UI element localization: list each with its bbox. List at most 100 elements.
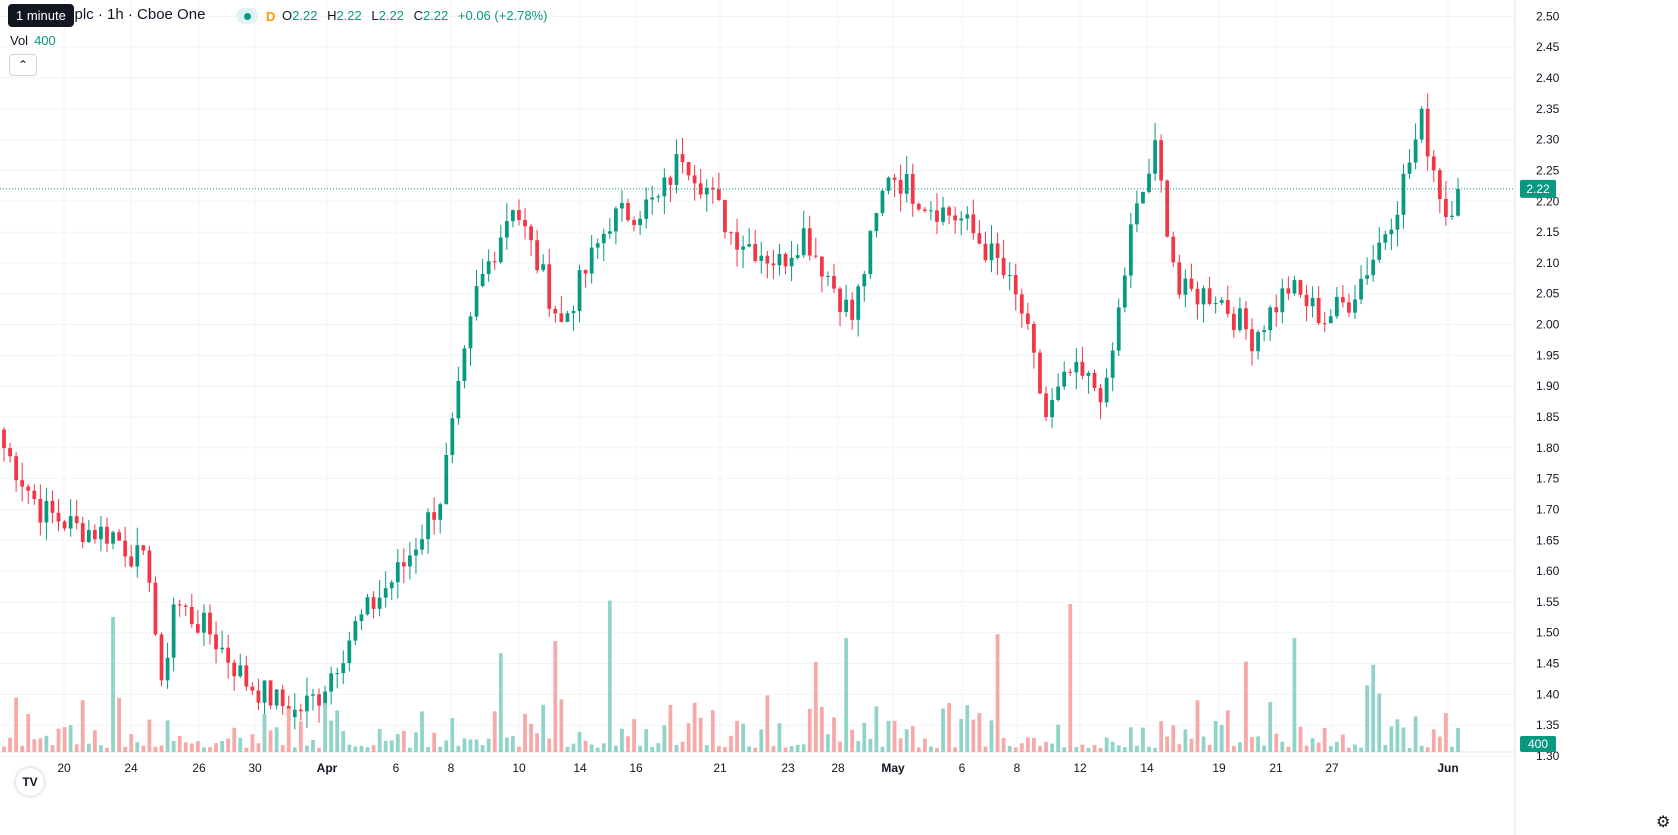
volume-bar: [1396, 719, 1400, 752]
volume-bar: [784, 748, 788, 752]
candle-body: [1305, 295, 1309, 306]
volume-bar: [432, 733, 436, 752]
volume-bar: [123, 747, 127, 752]
volume-value: 400: [34, 33, 56, 48]
candle-body: [414, 550, 418, 556]
candle-body: [220, 648, 224, 649]
candle-body: [1232, 314, 1236, 330]
volume-bar: [354, 747, 358, 752]
volume-bar: [1377, 694, 1381, 752]
candle-body: [1396, 215, 1400, 230]
x-tick-label: 20: [57, 761, 71, 775]
volume-bar: [541, 705, 545, 752]
volume-bar: [711, 710, 715, 752]
volume-bar: [1177, 744, 1181, 752]
candle-body: [111, 532, 115, 543]
candle-body: [1286, 288, 1290, 293]
volume-bar: [1026, 737, 1030, 752]
y-tick-label: 2.40: [1536, 71, 1560, 85]
volume-bar: [366, 747, 370, 752]
volume-bar: [347, 745, 351, 752]
candle-body: [1244, 308, 1248, 329]
candle-body: [790, 258, 794, 267]
candle-body: [475, 286, 479, 316]
y-tick-label: 1.55: [1536, 595, 1560, 609]
candle-body: [535, 240, 539, 270]
volume-bar: [699, 718, 703, 752]
candle-body: [1268, 307, 1272, 330]
x-tick-label: 19: [1212, 761, 1226, 775]
candle-body: [759, 256, 763, 261]
candle-body: [244, 665, 248, 686]
x-tick-label: 16: [629, 761, 643, 775]
candle-body: [511, 210, 515, 221]
volume-bar: [202, 747, 206, 752]
y-tick-label: 1.70: [1536, 502, 1560, 516]
volume-bar: [929, 747, 933, 752]
volume-bar: [650, 747, 654, 752]
candle-body: [1377, 243, 1381, 260]
candle-body: [238, 665, 242, 676]
candle-body: [135, 545, 139, 566]
low-value: 2.22: [379, 8, 404, 23]
volume-bar: [2, 747, 6, 752]
y-tick-label: 1.60: [1536, 564, 1560, 578]
open-value: 2.22: [292, 8, 317, 23]
collapse-legend-button[interactable]: ⌃: [9, 54, 37, 76]
gear-icon[interactable]: ⚙: [1656, 812, 1670, 832]
candle-body: [971, 214, 975, 233]
candle-body: [784, 254, 788, 266]
volume-bar: [360, 746, 364, 752]
volume-bar: [1280, 742, 1284, 752]
candle-body: [1389, 230, 1393, 235]
candle-body: [57, 513, 61, 522]
volume-bar: [1232, 746, 1236, 752]
x-tick-label: 23: [781, 761, 795, 775]
candle-body: [1099, 388, 1103, 402]
symbol-title[interactable]: a plc · 1h · Cboe One: [62, 6, 205, 23]
candle-body: [644, 199, 648, 218]
candle-body: [450, 418, 454, 455]
volume-bar: [232, 728, 236, 752]
candle-body: [881, 191, 885, 213]
volume-bar: [8, 738, 12, 752]
candle-body: [772, 263, 776, 265]
candle-body: [814, 256, 818, 257]
volume-bar: [1123, 747, 1127, 752]
volume-bar: [820, 707, 824, 752]
market-status[interactable]: D: [236, 8, 275, 24]
volume-bar: [251, 734, 255, 752]
candle-body: [1335, 297, 1339, 316]
tradingview-logo[interactable]: TV: [16, 768, 44, 796]
y-tick-label: 2.15: [1536, 225, 1560, 239]
y-tick-label: 2.25: [1536, 163, 1560, 177]
volume-bar: [166, 720, 170, 752]
candle-body: [620, 203, 624, 208]
volume-bar: [238, 738, 242, 752]
candle-body: [105, 527, 109, 544]
volume-bar: [572, 744, 576, 752]
volume-bar: [529, 724, 533, 752]
volume-bar: [135, 742, 139, 752]
volume-bar: [1414, 717, 1418, 752]
volume-bar: [917, 747, 921, 752]
candle-body: [990, 243, 994, 260]
data-delayed-badge[interactable]: D: [266, 9, 275, 24]
volume-bar: [1093, 745, 1097, 752]
volume-bar: [378, 729, 382, 752]
volume-bar: [293, 747, 297, 752]
candle-body: [269, 680, 273, 705]
candle-body: [747, 244, 751, 247]
candle-body: [1250, 329, 1254, 351]
candle-body: [372, 597, 376, 609]
candle-body: [899, 180, 903, 194]
candle-body: [681, 154, 685, 162]
candle-body: [196, 624, 200, 633]
volume-bar: [1341, 734, 1345, 752]
candle-body: [935, 210, 939, 222]
candle-body: [463, 348, 467, 381]
candle-body: [1414, 140, 1418, 163]
volume-bar: [1008, 746, 1012, 752]
volume-bar: [93, 730, 97, 752]
